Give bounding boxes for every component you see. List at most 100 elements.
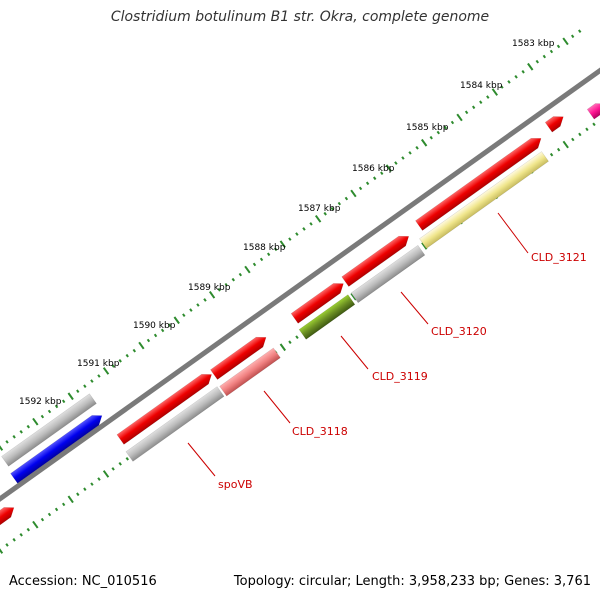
tick-mark — [111, 364, 115, 368]
gene-features — [0, 103, 600, 526]
tick-mark — [12, 435, 16, 439]
tick-mark — [83, 487, 87, 491]
ruler-label: 1591 kbp — [77, 359, 120, 369]
gene-gray — [1, 393, 97, 467]
tick-mark — [203, 298, 207, 302]
gene-label-leader — [497, 212, 529, 254]
tick-mark — [217, 288, 221, 292]
tick-mark — [562, 37, 569, 46]
tick-mark — [132, 348, 137, 353]
tick-mark — [273, 247, 278, 252]
tick-mark — [486, 95, 490, 99]
tick-mark — [32, 417, 39, 426]
tick-mark — [54, 404, 59, 409]
gene-labels: CLD_3121 CLD_3120 CLD_3119 CLD_3118 spoVB — [187, 212, 587, 491]
ruler-label: 1585 kbp — [406, 123, 449, 133]
gene-red — [0, 507, 15, 526]
tick-mark — [471, 105, 476, 110]
tick-mark — [252, 262, 257, 267]
tick-mark — [189, 308, 193, 312]
ruler-label: 1592 kbp — [19, 397, 62, 407]
tick-mark — [507, 80, 511, 84]
tick-mark — [76, 492, 80, 497]
tick-mark — [420, 138, 428, 147]
tick-mark — [138, 341, 145, 350]
gene-label: CLD_3121 — [531, 251, 587, 264]
genome-backbone — [0, 67, 600, 502]
tick-mark — [436, 130, 441, 135]
gene-label-leader — [263, 390, 291, 424]
tick-mark — [32, 520, 39, 529]
gene-blue — [10, 415, 103, 484]
tick-mark — [323, 211, 327, 216]
tick-mark — [118, 462, 122, 466]
tick-mark — [350, 189, 357, 198]
tick-mark — [102, 470, 110, 478]
tick-mark — [514, 75, 518, 79]
tick-mark — [153, 333, 158, 338]
gene-label: spoVB — [218, 478, 253, 491]
tick-mark — [314, 215, 322, 223]
tick-mark — [394, 161, 398, 165]
tick-mark — [54, 507, 59, 512]
tick-mark — [421, 242, 428, 250]
tick-mark — [350, 292, 357, 301]
tick-mark — [358, 186, 363, 191]
genome-summary-text: Topology: circular; Length: 3,958,233 bp… — [233, 574, 591, 589]
tick-mark — [408, 151, 412, 155]
ruler-label: 1588 kbp — [243, 243, 286, 253]
ruler-label: 1584 kbp — [460, 81, 503, 91]
tick-mark — [111, 467, 115, 471]
accession-text: Accession: NC_010516 — [9, 574, 157, 589]
tick-mark — [365, 181, 370, 186]
tick-mark — [372, 176, 377, 181]
tick-mark — [302, 227, 306, 231]
tick-mark — [238, 272, 243, 277]
tick-mark — [173, 316, 180, 325]
tick-mark — [208, 291, 216, 299]
tick-mark — [231, 277, 235, 282]
tick-mark — [570, 34, 575, 39]
tick-mark — [97, 374, 101, 378]
tick-mark — [67, 495, 74, 504]
tick-mark — [401, 156, 405, 160]
gene-label-leader — [400, 291, 429, 325]
gene-yellow — [419, 151, 549, 249]
tick-mark — [125, 353, 129, 358]
gene-red — [116, 373, 212, 445]
tick-mark — [0, 548, 4, 554]
gene-label: CLD_3120 — [431, 325, 487, 338]
tick-mark — [279, 240, 286, 248]
ruler-label: 1583 kbp — [512, 39, 555, 49]
gene-label: CLD_3118 — [292, 425, 348, 438]
tick-mark — [330, 206, 334, 211]
tick-mark — [97, 477, 101, 481]
tick-mark — [244, 265, 251, 274]
tick-mark — [279, 343, 287, 352]
tick-mark — [380, 171, 384, 175]
tick-mark — [556, 147, 561, 152]
tick-mark — [542, 54, 547, 59]
tick-mark — [90, 379, 94, 383]
tick-mark — [67, 392, 74, 401]
tick-mark — [90, 482, 94, 486]
gene-red — [341, 235, 410, 287]
ruler-label: 1589 kbp — [188, 283, 231, 293]
gene-pink — [219, 347, 281, 397]
tick-mark — [415, 146, 419, 150]
tick-mark — [19, 532, 23, 537]
tick-mark — [47, 512, 52, 517]
tick-mark — [491, 88, 499, 96]
tick-mark — [585, 127, 589, 132]
tick-mark — [196, 303, 200, 307]
tick-mark — [5, 440, 9, 444]
ruler-label: 1590 kbp — [133, 321, 176, 331]
tick-marks — [0, 29, 596, 554]
gene-magenta — [586, 103, 600, 120]
map-title: Clostridium botulinum B1 str. Okra, comp… — [110, 9, 490, 25]
tick-mark — [83, 384, 87, 388]
tick-mark — [500, 85, 504, 89]
tick-mark — [556, 44, 561, 49]
gene-label-leader — [187, 442, 216, 477]
